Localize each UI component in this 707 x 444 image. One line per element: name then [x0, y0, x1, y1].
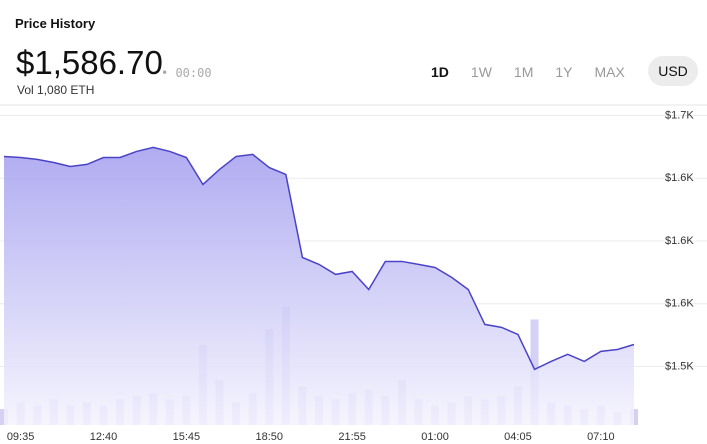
price-line [3, 146, 635, 371]
range-button[interactable]: 1D [431, 64, 449, 80]
volume-label: Vol 1,080 ETH [17, 83, 95, 97]
y-tick-label: $1.5K [665, 360, 694, 372]
currency-button[interactable]: USD [648, 56, 698, 86]
x-tick-label: 01:00 [421, 431, 449, 443]
range-button[interactable]: MAX [594, 64, 625, 80]
x-tick-label: 09:35 [7, 431, 35, 443]
y-tick-label: $1.6K [665, 235, 694, 247]
x-tick-label: 12:40 [90, 431, 118, 443]
y-tick-label: $1.7K [665, 109, 694, 121]
x-tick-label: 21:55 [338, 431, 366, 443]
price-time: 00:00 [161, 66, 211, 80]
range-button[interactable]: 1Y [555, 64, 573, 80]
x-tick-label: 07:10 [587, 431, 615, 443]
x-tick-label: 18:50 [255, 431, 283, 443]
price: $1,586.70 [16, 44, 163, 81]
range-buttons: 1D 1W 1M 1Y MAX [420, 58, 636, 86]
widget-title: Price History [15, 16, 96, 31]
y-tick-label: $1.6K [665, 172, 694, 184]
y-tick-label: $1.6K [665, 298, 694, 310]
price-area [4, 147, 634, 425]
range-button[interactable]: 1M [513, 64, 534, 80]
x-tick-label: 04:05 [504, 431, 532, 443]
x-tick-label: 15:45 [173, 431, 201, 443]
range-button[interactable]: 1W [470, 64, 492, 80]
